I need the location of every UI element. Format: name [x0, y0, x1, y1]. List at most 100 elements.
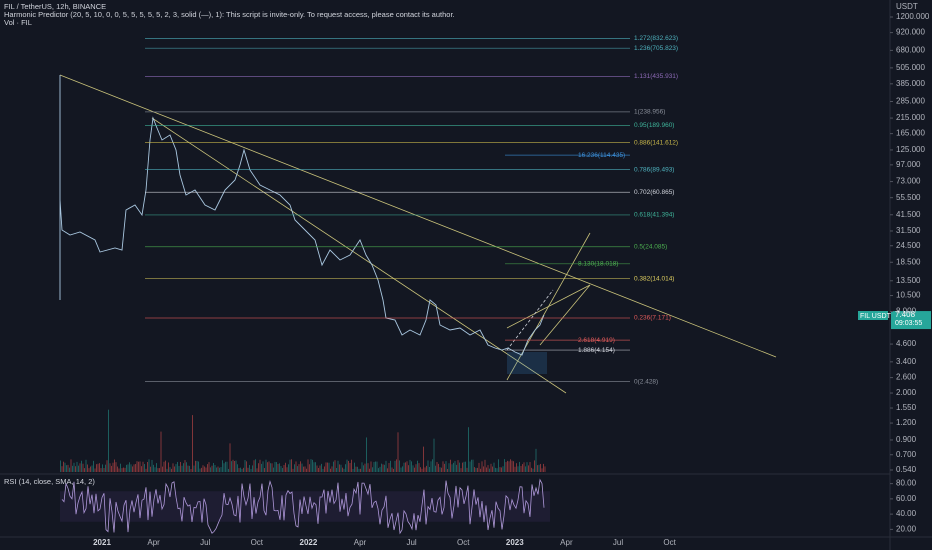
volume-bar: [513, 461, 514, 472]
volume-bar: [531, 467, 532, 472]
volume-bar: [174, 466, 175, 472]
fib-label: 1.131(435.931): [634, 73, 678, 80]
volume-bar: [189, 465, 190, 472]
price-tag-value: 7.408: [895, 310, 916, 319]
volume-bar: [436, 462, 438, 472]
volume-bar: [267, 462, 268, 472]
rsi-title[interactable]: RSI (14, close, SMA, 14, 2): [4, 477, 95, 486]
volume-bar: [91, 465, 93, 472]
volume-bar: [375, 461, 376, 472]
volume-bar: [282, 468, 283, 472]
price-tick-label: 41.500: [896, 210, 921, 219]
volume-bar: [105, 464, 106, 472]
volume-bar: [78, 465, 79, 472]
price-tick-label: 4.600: [896, 339, 917, 348]
volume-bar: [141, 466, 142, 472]
volume-bar: [118, 468, 120, 472]
volume-bar: [511, 460, 513, 472]
volume-bar: [234, 461, 235, 472]
volume-bar: [271, 463, 273, 472]
volume-bar: [124, 467, 126, 472]
volume-bar: [88, 468, 90, 472]
volume-bar: [280, 466, 282, 472]
volume-bar: [169, 467, 171, 472]
fib-label: 0.786(89.493): [634, 166, 674, 173]
volume-bar: [438, 463, 439, 472]
volume-bar: [522, 464, 523, 472]
volume-bar: [337, 460, 339, 472]
volume-bar: [327, 462, 328, 472]
rsi-band: [60, 491, 550, 522]
fib-label: 0.236(7.171): [634, 315, 671, 322]
symbol-title[interactable]: FIL / TetherUS, 12h, BINANCE: [4, 2, 106, 11]
price-tick-label: 920.000: [896, 28, 925, 37]
volume-bar: [376, 461, 378, 472]
volume-bar: [414, 467, 415, 472]
volume-bar: [246, 461, 247, 472]
volume-bar: [268, 461, 270, 472]
volume-bar: [175, 464, 177, 472]
price-tick-label: 97.000: [896, 160, 921, 169]
volume-bar: [207, 464, 208, 472]
volume-bar: [477, 467, 478, 472]
volume-bar: [309, 464, 310, 472]
volume-bar: [243, 467, 244, 472]
volume-bar: [334, 460, 336, 472]
volume-bar: [529, 462, 531, 472]
time-label: 2022: [300, 538, 318, 547]
indicator-title[interactable]: Harmonic Predictor (20, 5, 10, 0, 0, 5, …: [4, 10, 455, 19]
volume-bar: [445, 461, 447, 472]
volume-bars: [60, 409, 546, 472]
rsi-tick-label: 60.00: [896, 494, 917, 503]
volume-bar: [331, 466, 333, 472]
volume-bar: [378, 468, 379, 472]
volume-bar: [276, 462, 277, 472]
volume-bar: [259, 459, 261, 472]
price-tick-label: 285.000: [896, 97, 925, 106]
volume-bar: [544, 466, 546, 472]
volume-bar: [478, 462, 480, 472]
volume-bar: [205, 467, 207, 472]
volume-bar: [343, 468, 345, 472]
volume-bar: [499, 467, 501, 472]
volume-bar: [181, 465, 183, 472]
volume-bar: [310, 459, 312, 472]
volume-bar: [291, 459, 292, 472]
volume-bar: [90, 466, 91, 472]
fib-label: 2.618(4.919): [578, 337, 615, 344]
time-label: Oct: [457, 538, 470, 547]
volume-bar: [172, 463, 174, 472]
volume-bar: [465, 461, 466, 472]
volume-title[interactable]: Vol · FIL: [4, 18, 32, 27]
volume-bar: [150, 466, 151, 472]
volume-bar: [265, 459, 267, 472]
volume-bar: [159, 468, 160, 472]
volume-bar: [66, 465, 67, 472]
volume-bar: [193, 465, 195, 472]
fib-label: 0.95(189.960): [634, 122, 674, 129]
volume-bar: [393, 468, 394, 472]
volume-bar: [394, 460, 396, 472]
volume-bar: [202, 465, 204, 472]
volume-bar: [171, 468, 172, 472]
volume-bar: [249, 465, 250, 472]
time-label: Jul: [406, 538, 416, 547]
volume-bar: [528, 465, 529, 472]
volume-bar: [213, 462, 214, 472]
volume-bar: [277, 463, 279, 472]
volume-bar: [238, 468, 240, 472]
volume-bar: [195, 460, 196, 472]
price-tick-label: 125.000: [896, 145, 925, 154]
volume-bar: [457, 460, 459, 472]
volume-bar: [390, 460, 391, 472]
volume-bar: [136, 461, 138, 472]
volume-bar: [486, 467, 487, 472]
volume-bar: [364, 463, 366, 472]
volume-bar: [523, 462, 525, 472]
volume-bar: [367, 463, 369, 472]
volume-bar: [241, 468, 243, 472]
time-label: Apr: [354, 538, 367, 547]
volume-bar: [178, 465, 180, 472]
volume-bar: [237, 464, 238, 472]
volume-bar: [496, 468, 498, 472]
